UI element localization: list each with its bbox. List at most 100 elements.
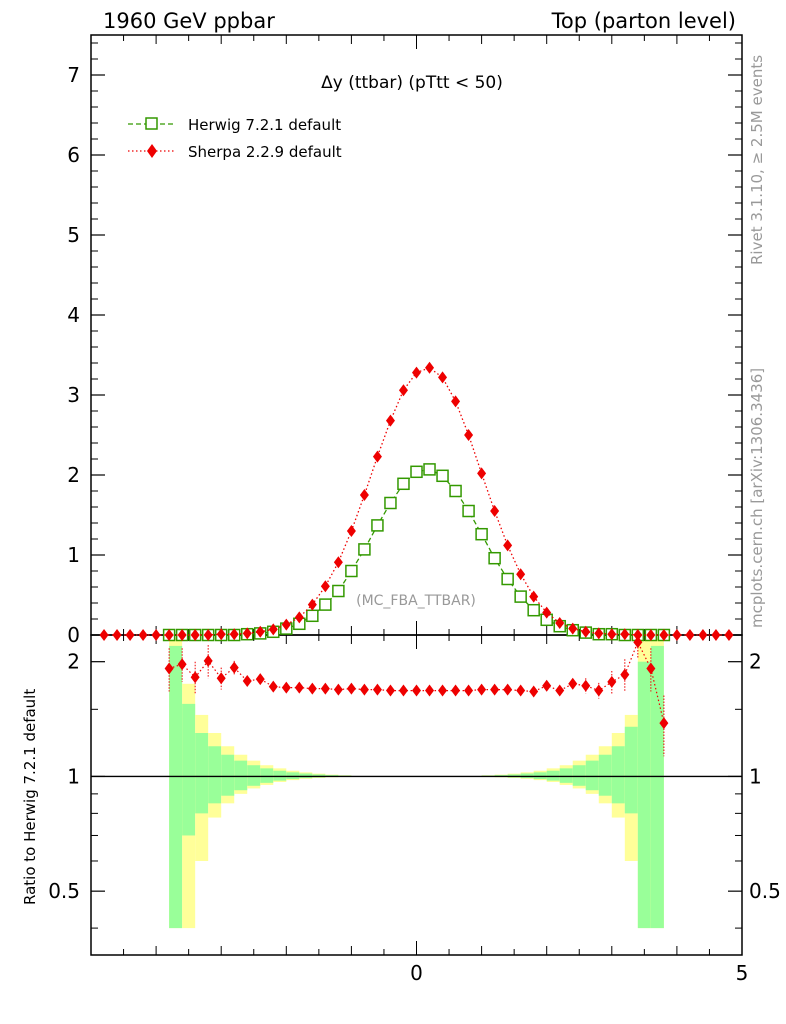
ratio-point — [216, 672, 226, 685]
sherpa-point — [477, 467, 487, 480]
herwig-point — [501, 572, 514, 586]
herwig-point — [488, 551, 501, 565]
header-right-label: Top (parton level) — [551, 9, 736, 33]
sherpa-point — [698, 629, 708, 641]
herwig-point — [475, 527, 488, 541]
ratio-uncertainty-bands — [169, 638, 664, 929]
herwig-point — [527, 603, 540, 617]
sherpa-point — [438, 371, 448, 384]
ratio-band-inner — [611, 746, 625, 804]
ratio-ytick-label-right: 1 — [749, 764, 762, 788]
ratio-band-inner — [182, 703, 196, 836]
ratio-point — [203, 654, 213, 667]
herwig-point — [410, 465, 423, 479]
sherpa-point — [568, 622, 578, 635]
ratio-ytick-label-left: 0.5 — [48, 879, 80, 903]
ratio-band-inner — [533, 772, 547, 780]
main-series-layer — [99, 361, 734, 642]
herwig-point — [436, 469, 449, 483]
ratio-point — [372, 683, 382, 696]
herwig-point — [306, 609, 319, 623]
ratio-point — [490, 683, 500, 696]
sherpa-point — [646, 629, 656, 641]
ratio-point — [542, 679, 552, 692]
sherpa-point — [542, 606, 552, 619]
ratio-series-line-0 — [168, 640, 665, 724]
sherpa-point — [346, 525, 356, 537]
sherpa-point — [464, 429, 474, 441]
herwig-point — [319, 598, 332, 611]
ratio-point — [438, 684, 448, 697]
ratio-xtick-label: 5 — [736, 961, 749, 985]
legend-item-herwig: Herwig 7.2.1 default — [128, 116, 341, 134]
ratio-series-layer — [164, 635, 669, 757]
ratio-xtick-label: 0 — [410, 961, 423, 985]
main-ytick-label: 6 — [67, 143, 80, 167]
main-ytick-label: 5 — [67, 223, 80, 247]
sherpa-point — [190, 629, 200, 641]
ratio-band-inner — [273, 770, 287, 781]
sherpa-point — [125, 629, 135, 641]
ratio-point — [268, 680, 278, 693]
sherpa-point — [229, 628, 239, 641]
herwig-point — [514, 590, 527, 603]
ratio-point — [242, 674, 252, 687]
main-ytick-label: 3 — [67, 383, 80, 407]
ratio-point — [385, 684, 395, 697]
ratio-band-inner — [572, 765, 586, 786]
herwig-point — [371, 519, 384, 532]
sherpa-point — [203, 629, 213, 641]
ratio-point — [633, 636, 643, 649]
sherpa-point — [490, 505, 500, 517]
ratio-point — [581, 679, 591, 692]
ratio-point — [659, 717, 669, 730]
main-series-line-0 — [169, 468, 664, 636]
sherpa-point — [555, 617, 565, 629]
herwig-point — [332, 584, 345, 598]
sherpa-point — [425, 361, 435, 374]
ratio-band-inner — [598, 754, 612, 796]
main-ytick-label: 1 — [67, 543, 80, 567]
ratio-ylabel: Ratio to Herwig 7.2.1 default — [21, 689, 39, 905]
ratio-point — [177, 658, 187, 671]
sherpa-point — [451, 395, 461, 408]
legend-item-sherpa: Sherpa 2.2.9 default — [128, 143, 342, 161]
ratio-point — [568, 677, 578, 690]
sherpa-point — [412, 366, 421, 379]
sherpa-point — [398, 384, 408, 397]
sherpa-point — [216, 628, 226, 641]
ratio-point — [620, 668, 630, 681]
ratio-point — [594, 684, 604, 697]
mcplots-label: mcplots.cern.ch [arXiv:1306.3436] — [748, 368, 766, 628]
ratio-point — [529, 685, 539, 698]
ratio-point — [451, 684, 461, 697]
analysis-label: (MC_FBA_TTBAR) — [356, 593, 476, 609]
ratio-point — [190, 671, 200, 684]
sherpa-point — [581, 625, 591, 638]
herwig-point — [449, 484, 462, 498]
sherpa-point — [503, 539, 513, 552]
ratio-point — [333, 683, 343, 696]
ratio-ytick-label-right: 2 — [749, 650, 762, 674]
sherpa-point — [711, 629, 721, 641]
ratio-point — [164, 662, 174, 675]
sherpa-point — [685, 629, 695, 641]
main-ytick-label: 2 — [67, 463, 80, 487]
sherpa-point — [255, 625, 265, 638]
ratio-band-inner — [546, 770, 560, 781]
sherpa-point — [516, 568, 526, 581]
sherpa-point — [372, 450, 382, 463]
sherpa-point — [594, 627, 604, 640]
sherpa-point — [281, 618, 291, 631]
main-ytick-label: 7 — [67, 63, 80, 87]
ratio-panel-ticks: 0.5 1 2 0.5 1 2 0 5 — [48, 635, 781, 985]
legend-label-herwig: Herwig 7.2.1 default — [188, 116, 341, 134]
ratio-point — [464, 684, 474, 697]
ratio-band-inner — [559, 768, 573, 783]
herwig-point — [397, 477, 410, 491]
ratio-point — [398, 684, 408, 697]
sherpa-point — [385, 414, 395, 427]
sherpa-point — [359, 489, 369, 501]
ratio-point — [346, 682, 356, 695]
sherpa-point — [307, 598, 317, 611]
